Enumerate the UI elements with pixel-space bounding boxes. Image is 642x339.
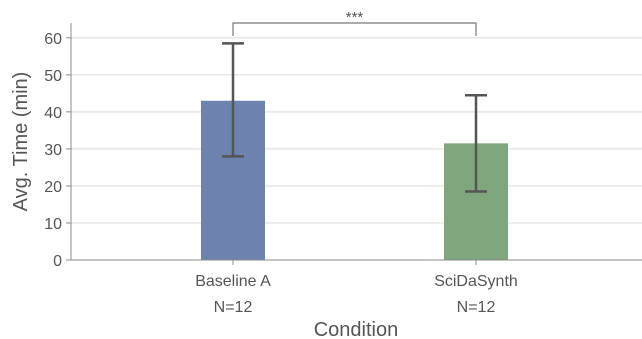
sample-size-label: N=12 bbox=[214, 299, 253, 316]
axis-layer bbox=[66, 23, 642, 265]
label-layer: 0 10 20 30 40 50 60 Baseline A N=12 SciDaSynth N=1… bbox=[44, 9, 518, 316]
bar-layer bbox=[201, 42, 508, 260]
grid-layer bbox=[71, 37, 642, 224]
x-tick-label: SciDaSynth bbox=[434, 273, 518, 290]
significance-bracket bbox=[232, 22, 477, 36]
y-tick-label: 10 bbox=[44, 216, 62, 233]
x-tick-label: Baseline A bbox=[195, 273, 271, 290]
y-tick-label: 20 bbox=[44, 179, 62, 196]
y-tick-label: 40 bbox=[44, 105, 62, 122]
y-axis-title: Avg. Time (min) bbox=[10, 72, 32, 212]
sample-size-label: N=12 bbox=[457, 299, 496, 316]
y-tick-label: 50 bbox=[44, 68, 62, 85]
x-axis-title: Condition bbox=[314, 319, 399, 339]
y-tick-label: 0 bbox=[53, 253, 62, 270]
y-tick-label: 60 bbox=[44, 31, 62, 48]
significance-label: *** bbox=[346, 9, 364, 26]
y-tick-label: 30 bbox=[44, 142, 62, 159]
